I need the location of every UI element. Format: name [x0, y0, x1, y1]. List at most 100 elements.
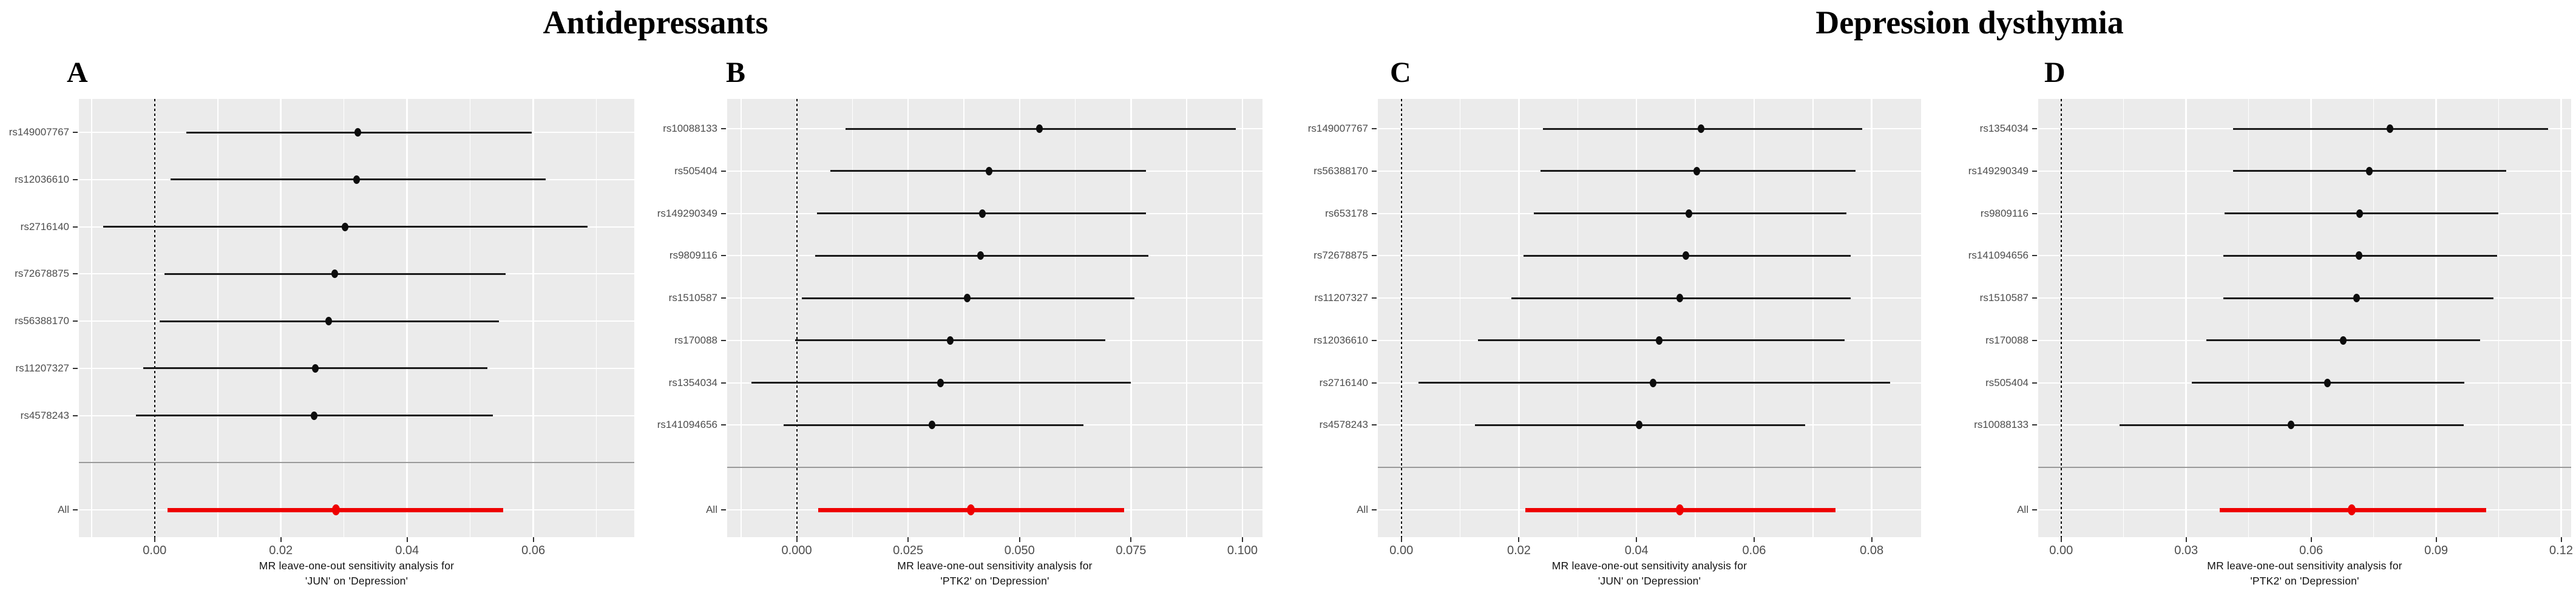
y-axis-tick	[1372, 128, 1377, 129]
panel-letter-C: C	[1390, 56, 1411, 89]
x-axis-tick	[1241, 537, 1243, 542]
point-estimate	[2356, 209, 2364, 218]
point-estimate	[1676, 294, 1684, 303]
snp-label: rs11207327	[1314, 292, 1368, 304]
minor-gridline	[595, 99, 597, 537]
zero-reference-line	[2060, 99, 2062, 537]
snp-label: rs170088	[674, 334, 717, 346]
y-axis-tick	[73, 178, 78, 180]
all-point-estimate	[331, 504, 340, 515]
point-estimate	[2353, 294, 2360, 303]
major-gridline	[532, 99, 534, 537]
point-estimate	[312, 364, 319, 373]
y-axis-tick	[1372, 170, 1377, 172]
point-estimate	[1036, 124, 1043, 133]
zero-reference-line	[796, 99, 798, 537]
snp-label: rs149290349	[1968, 164, 2029, 177]
axis-caption-line2: 'PTK2' on 'Depression'	[940, 575, 1049, 587]
snp-label: rs2716140	[20, 220, 69, 232]
axis-caption-line1: MR leave-one-out sensitivity analysis fo…	[259, 560, 455, 572]
separator-line	[727, 467, 1263, 469]
x-tick-label: 0.08	[1860, 544, 1884, 557]
minor-gridline	[217, 99, 219, 537]
major-gridline	[2310, 99, 2312, 537]
snp-label: rs10088133	[1974, 419, 2029, 431]
y-axis-tick	[2032, 255, 2037, 257]
plot-area	[1378, 99, 1921, 537]
y-axis-tick	[1372, 212, 1377, 214]
y-axis-tick	[73, 367, 78, 369]
separator-line	[1378, 467, 1921, 469]
minor-gridline	[2248, 99, 2249, 537]
x-tick-label: 0.100	[1227, 544, 1258, 557]
snp-label: rs1510587	[1979, 292, 2029, 304]
x-axis-tick	[1753, 537, 1755, 542]
snp-label: rs653178	[1325, 207, 1368, 219]
major-gridline	[2185, 99, 2187, 537]
snp-label: rs56388170	[15, 315, 69, 327]
y-axis-tick	[1372, 297, 1377, 299]
y-axis-tick	[2032, 212, 2037, 214]
major-gridline	[1130, 99, 1132, 537]
y-axis-tick	[73, 320, 78, 322]
x-axis-tick	[280, 537, 282, 542]
group-title-antidepressants: Antidepressants	[543, 4, 768, 41]
point-estimate	[1683, 251, 1690, 260]
x-axis-tick	[154, 537, 155, 542]
group-title-depression-dysthymia: Depression dysthymia	[1815, 4, 2124, 41]
x-tick-label: 0.06	[1742, 544, 1766, 557]
x-axis-tick	[1871, 537, 1873, 542]
snp-label: rs56388170	[1313, 164, 1368, 177]
all-point-estimate	[967, 504, 975, 515]
snp-label: rs149290349	[657, 207, 717, 219]
y-axis-tick	[721, 128, 726, 129]
minor-gridline	[852, 99, 853, 537]
x-axis-tick	[2435, 537, 2437, 542]
y-axis-tick	[2032, 128, 2037, 129]
snp-label: rs12036610	[1313, 334, 1368, 346]
axis-caption-line2: 'JUN' on 'Depression'	[1598, 575, 1701, 587]
y-axis-tick	[721, 339, 726, 341]
x-tick-label: 0.02	[269, 544, 293, 557]
point-estimate	[1685, 209, 1692, 218]
panel-letter-B: B	[726, 56, 746, 89]
y-axis-tick	[2032, 170, 2037, 172]
x-tick-label: 0.00	[1389, 544, 1414, 557]
minor-gridline	[1812, 99, 1814, 537]
point-estimate	[1656, 336, 1663, 345]
y-axis-tick	[2032, 339, 2037, 341]
x-axis-tick	[907, 537, 909, 542]
y-axis-tick	[721, 297, 726, 299]
snp-label: rs72678875	[15, 268, 69, 280]
snp-label: rs1354034	[668, 376, 717, 388]
minor-gridline	[2123, 99, 2124, 537]
x-tick-label: 0.00	[2049, 544, 2073, 557]
x-axis-tick	[1636, 537, 1638, 542]
x-tick-label: 0.04	[395, 544, 419, 557]
point-estimate	[2356, 251, 2363, 260]
axis-caption-line1: MR leave-one-out sensitivity analysis fo…	[2207, 560, 2402, 572]
snp-label: rs2716140	[1319, 376, 1368, 388]
minor-gridline	[1577, 99, 1579, 537]
x-axis-tick	[2185, 537, 2187, 542]
x-axis-tick	[1130, 537, 1132, 542]
y-axis-tick	[721, 170, 726, 172]
y-axis-tick	[1372, 382, 1377, 384]
minor-gridline	[2498, 99, 2500, 537]
point-estimate	[2288, 421, 2295, 430]
snp-label: rs4578243	[1319, 419, 1368, 431]
panel-letter-A: A	[67, 56, 88, 89]
snp-label: rs149007767	[8, 126, 69, 138]
plot-area	[2038, 99, 2571, 537]
snp-label: rs141094656	[1968, 249, 2029, 262]
snp-label: rs9809116	[1980, 207, 2029, 219]
separator-line	[2038, 467, 2571, 469]
minor-gridline	[1186, 99, 1187, 537]
x-axis-tick	[532, 537, 534, 542]
y-axis-tick	[2032, 509, 2037, 510]
minor-gridline	[91, 99, 92, 537]
point-estimate	[937, 378, 944, 387]
all-point-estimate	[1676, 504, 1684, 515]
all-row-label: All	[2017, 504, 2029, 515]
